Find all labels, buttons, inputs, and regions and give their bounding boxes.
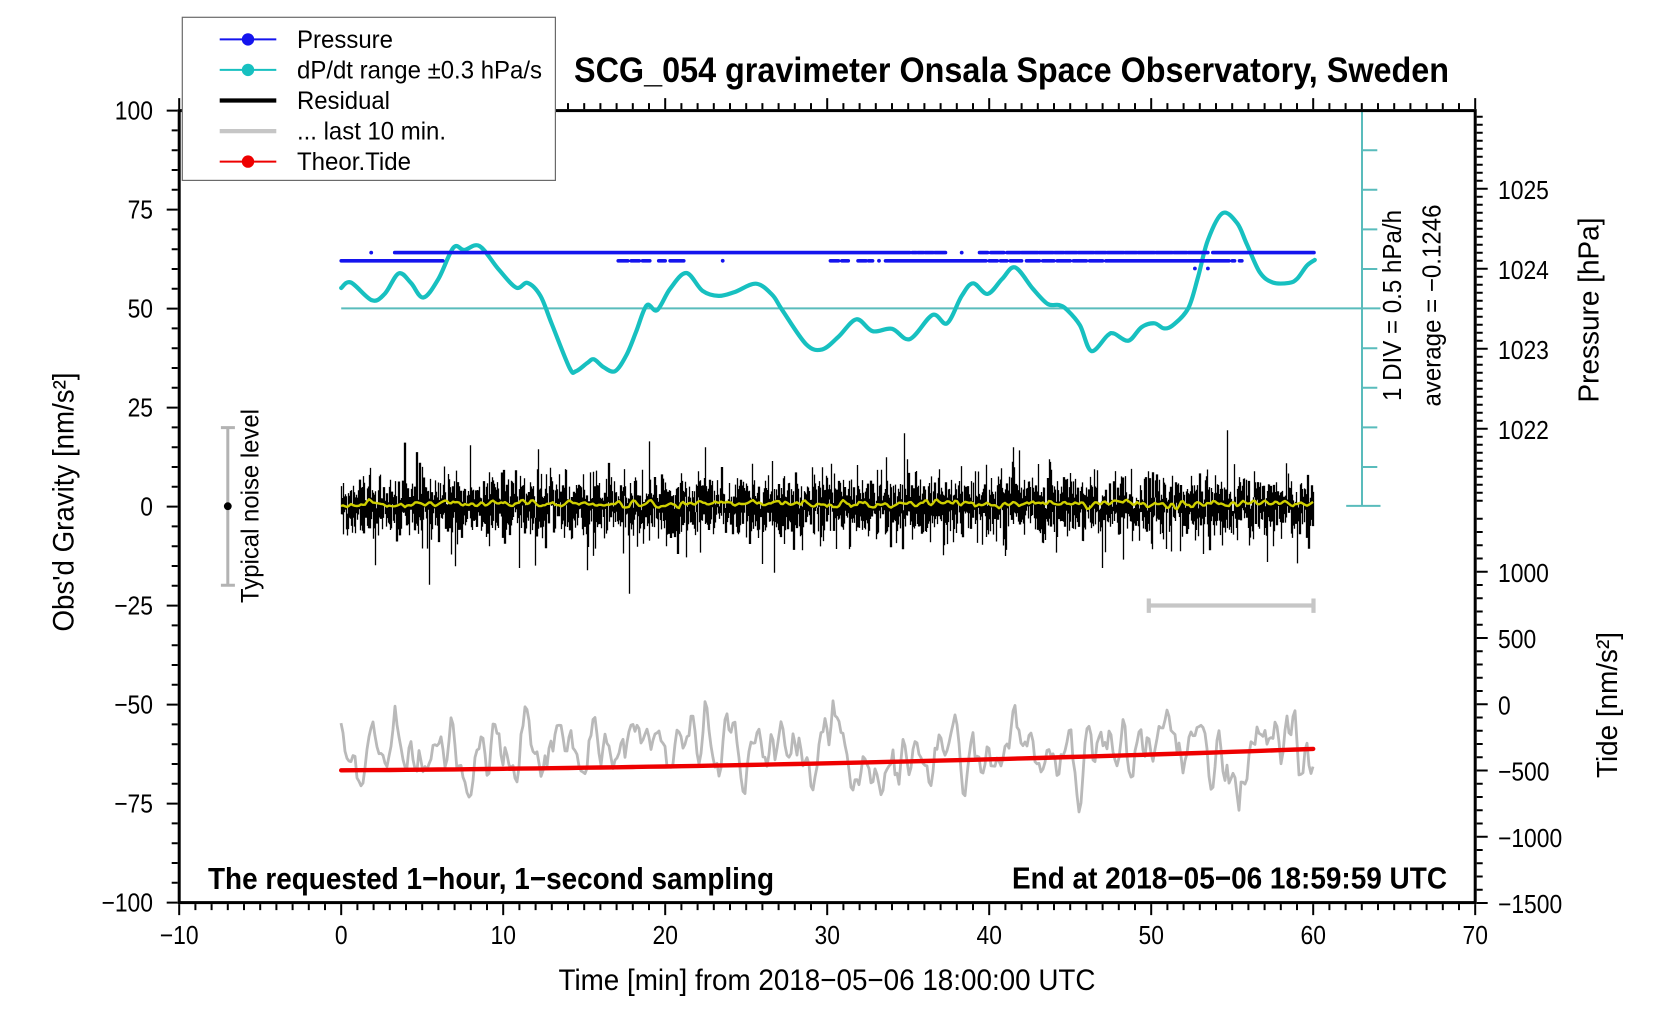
svg-text:Time [min] from 2018−05−06 18:: Time [min] from 2018−05−06 18:00:00 UTC bbox=[559, 964, 1096, 997]
svg-text:Pressure: Pressure bbox=[297, 26, 393, 54]
svg-text:500: 500 bbox=[1498, 624, 1536, 654]
svg-text:−500: −500 bbox=[1498, 757, 1550, 787]
svg-text:SCG_054 gravimeter Onsala Spac: SCG_054 gravimeter Onsala Space Observat… bbox=[574, 51, 1449, 90]
svg-text:The requested 1−hour, 1−second: The requested 1−hour, 1−second sampling bbox=[208, 861, 774, 896]
svg-text:0: 0 bbox=[140, 492, 153, 522]
svg-text:Tide [nm/s²]: Tide [nm/s²] bbox=[1592, 632, 1624, 778]
svg-text:−1000: −1000 bbox=[1498, 823, 1562, 853]
svg-text:Theor.Tide: Theor.Tide bbox=[297, 148, 411, 176]
svg-text:Obs'd Gravity [nm/s²]: Obs'd Gravity [nm/s²] bbox=[48, 373, 81, 632]
svg-text:Typical noise level: Typical noise level bbox=[237, 409, 265, 603]
svg-text:1 DIV = 0.5 hPa/h: 1 DIV = 0.5 hPa/h bbox=[1377, 210, 1407, 401]
svg-text:−100: −100 bbox=[102, 888, 154, 918]
svg-text:20: 20 bbox=[653, 920, 678, 950]
svg-text:−75: −75 bbox=[114, 789, 153, 819]
svg-text:50: 50 bbox=[1139, 920, 1164, 950]
svg-text:75: 75 bbox=[128, 195, 153, 225]
svg-text:1023: 1023 bbox=[1498, 335, 1549, 365]
svg-text:Residual: Residual bbox=[297, 87, 390, 115]
svg-text:1000: 1000 bbox=[1498, 558, 1549, 588]
svg-text:50: 50 bbox=[128, 294, 153, 324]
svg-text:40: 40 bbox=[977, 920, 1002, 950]
svg-text:30: 30 bbox=[815, 920, 840, 950]
svg-text:Pressure [hPa]: Pressure [hPa] bbox=[1574, 218, 1606, 403]
svg-text:−1500: −1500 bbox=[1498, 889, 1562, 919]
svg-text:−10: −10 bbox=[160, 920, 199, 950]
svg-text:1025: 1025 bbox=[1498, 175, 1549, 205]
svg-text:10: 10 bbox=[491, 920, 516, 950]
svg-text:average = −0.1246: average = −0.1246 bbox=[1417, 205, 1447, 407]
svg-text:100: 100 bbox=[115, 96, 153, 126]
svg-text:60: 60 bbox=[1301, 920, 1326, 950]
svg-text:−50: −50 bbox=[114, 690, 153, 720]
svg-text:1022: 1022 bbox=[1498, 415, 1549, 445]
svg-text:1024: 1024 bbox=[1498, 255, 1549, 285]
svg-text:0: 0 bbox=[1498, 690, 1511, 720]
svg-text:... last 10 min.: ... last 10 min. bbox=[297, 118, 446, 146]
svg-text:0: 0 bbox=[335, 920, 348, 950]
svg-text:End at 2018−05−06 18:59:59 UTC: End at 2018−05−06 18:59:59 UTC bbox=[1012, 861, 1447, 896]
svg-text:25: 25 bbox=[128, 393, 153, 423]
svg-text:dP/dt range ±0.3 hPa/s: dP/dt range ±0.3 hPa/s bbox=[297, 57, 542, 85]
svg-text:70: 70 bbox=[1463, 920, 1488, 950]
svg-text:−25: −25 bbox=[114, 591, 153, 621]
